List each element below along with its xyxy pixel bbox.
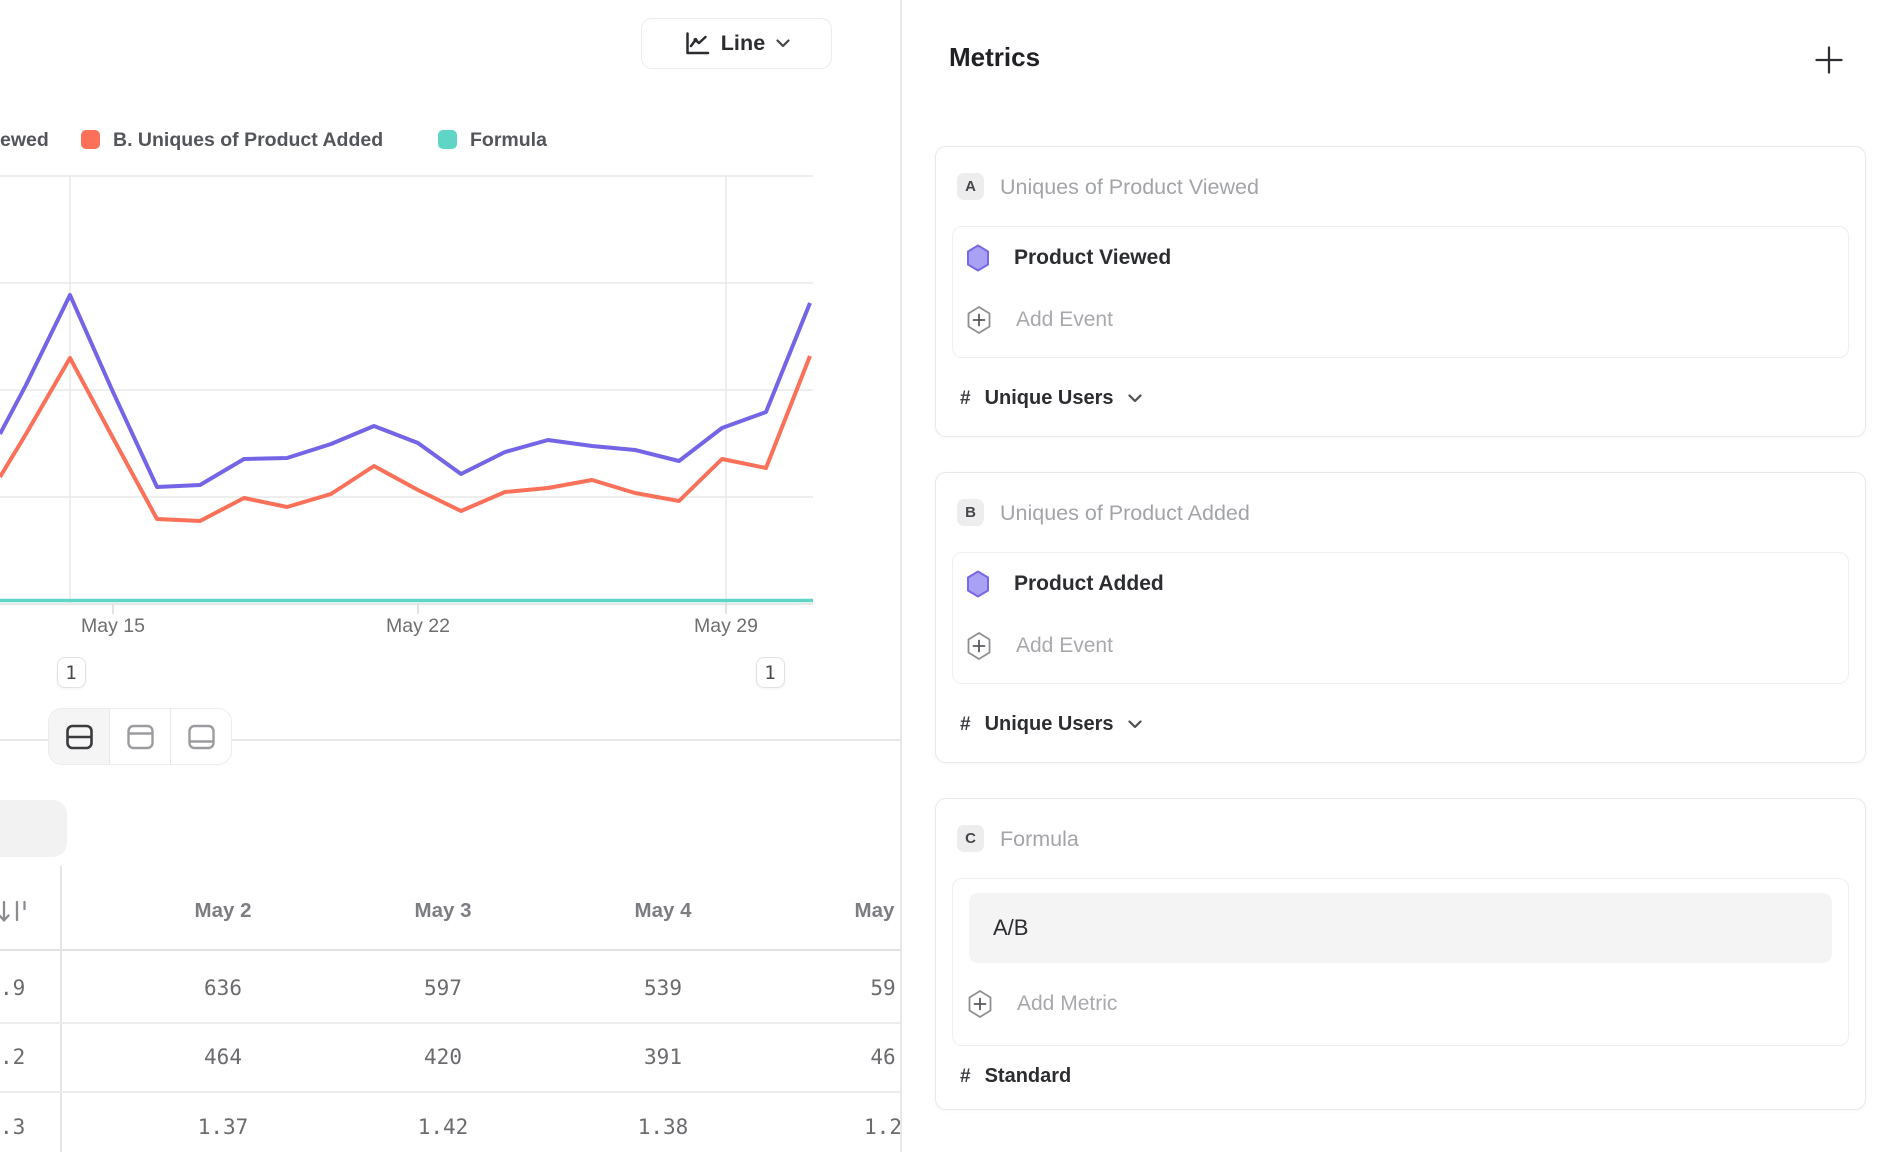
- chevron-down-icon: [1127, 394, 1142, 403]
- hash-icon: #: [960, 1065, 971, 1087]
- event-group: Product Added Add Event: [952, 552, 1849, 684]
- x-axis-tick-label: May 29: [694, 615, 758, 637]
- event-hexagon-icon: [967, 570, 989, 598]
- line-chart-icon: [685, 32, 709, 55]
- event-row-product-added[interactable]: Product Added: [966, 570, 1164, 598]
- legend-swatch-b: [81, 130, 100, 149]
- metric-badge-c: C: [957, 825, 984, 852]
- add-event-label: Add Event: [1016, 634, 1113, 657]
- chevron-down-icon: [1127, 720, 1142, 729]
- table-header-border: [0, 949, 900, 951]
- add-metric-button[interactable]: Add Metric: [967, 989, 1117, 1019]
- measure-type[interactable]: # Standard: [960, 1065, 1071, 1088]
- metrics-panel-title: Metrics: [949, 42, 1041, 72]
- layout-toggle-group: [48, 708, 232, 765]
- table-header-may-3[interactable]: May 3: [414, 899, 472, 922]
- panel-divider: [900, 0, 902, 1152]
- annotation-marker[interactable]: 1: [755, 657, 785, 688]
- hash-icon: #: [960, 387, 971, 409]
- table-cell: 597: [424, 976, 462, 1000]
- table-row-border: [0, 1091, 900, 1093]
- line-chart[interactable]: [0, 170, 813, 615]
- metric-badge-b: B: [957, 499, 984, 526]
- measure-label: Unique Users: [984, 387, 1114, 409]
- add-metric-label: Add Metric: [1017, 992, 1118, 1015]
- table-cell: 636: [204, 976, 242, 1000]
- legend-item-formula[interactable]: Formula: [470, 129, 547, 151]
- table-cell: 1.38: [637, 1115, 689, 1139]
- layout-table-bottom-button[interactable]: [170, 709, 231, 764]
- table-cell: 539: [644, 976, 682, 1000]
- add-metric-plus-button[interactable]: [1813, 44, 1845, 76]
- sort-descending-icon[interactable]: [0, 897, 30, 927]
- split-view-icon: [65, 724, 93, 749]
- table-bottom-icon: [187, 724, 215, 749]
- add-event-button[interactable]: Add Event: [966, 305, 1113, 335]
- measure-dropdown[interactable]: # Unique Users: [960, 387, 1142, 410]
- measure-dropdown[interactable]: # Unique Users: [960, 713, 1142, 736]
- annotation-marker[interactable]: 1: [56, 657, 86, 688]
- table-header-may-2[interactable]: May 2: [194, 899, 252, 922]
- metric-title: Uniques of Product Added: [1000, 501, 1250, 525]
- formula-group: A/B Add Metric: [952, 878, 1849, 1046]
- chart-type-label: Line: [720, 31, 766, 55]
- measure-label: Unique Users: [984, 713, 1114, 735]
- add-event-hexagon-plus-icon: [967, 306, 991, 334]
- hash-icon: #: [960, 713, 971, 735]
- formula-input[interactable]: A/B: [969, 893, 1832, 963]
- event-name: Product Viewed: [1014, 246, 1172, 269]
- add-metric-hexagon-plus-icon: [968, 990, 992, 1018]
- table-cell: 464: [204, 1045, 242, 1069]
- table-cell: 420: [424, 1045, 462, 1069]
- add-event-button[interactable]: Add Event: [966, 631, 1113, 661]
- event-row-product-viewed[interactable]: Product Viewed: [966, 244, 1171, 272]
- table-column-separator: [60, 866, 62, 1152]
- section-divider: [0, 739, 900, 741]
- table-cell: 1.37: [197, 1115, 249, 1139]
- measure-label: Standard: [984, 1065, 1072, 1087]
- series-line[interactable]: [0, 293, 812, 489]
- table-cell: 391: [644, 1045, 682, 1069]
- table-header-may-5[interactable]: May 5: [854, 899, 901, 922]
- add-event-hexagon-plus-icon: [967, 632, 991, 660]
- table-cell: 59: [870, 976, 896, 1000]
- legend-item-b[interactable]: B. Uniques of Product Added: [113, 129, 384, 151]
- metric-title: Uniques of Product Viewed: [1000, 175, 1259, 199]
- x-axis-tick-label: May 15: [81, 615, 145, 637]
- metric-card-c-formula: C Formula A/B Add Metric # Standard: [935, 798, 1866, 1110]
- table-cell: 1.42: [417, 1115, 469, 1139]
- metric-title: Formula: [1000, 827, 1079, 851]
- table-left-fragment: .2: [0, 1045, 26, 1069]
- metric-card-a: A Uniques of Product Viewed Product View…: [935, 146, 1866, 437]
- metric-card-b: B Uniques of Product Added Product Added…: [935, 472, 1866, 763]
- table-cell: 46: [870, 1045, 896, 1069]
- event-name: Product Added: [1014, 572, 1164, 595]
- table-left-fragment: .9: [0, 976, 26, 1000]
- legend-swatch-formula: [438, 130, 457, 149]
- layout-split-view-button[interactable]: [49, 709, 109, 764]
- table-left-fragment: .3: [0, 1115, 26, 1139]
- x-axis-tick-label: May 22: [386, 615, 450, 637]
- event-hexagon-icon: [967, 244, 989, 272]
- table-cell: 1.2: [864, 1115, 900, 1139]
- formula-value: A/B: [993, 915, 1029, 940]
- chart-type-dropdown[interactable]: Line: [641, 18, 832, 69]
- legend-item-a-truncated[interactable]: ewed: [0, 129, 49, 151]
- series-line[interactable]: [0, 355, 812, 523]
- table-corner-tab[interactable]: [0, 800, 67, 857]
- event-group: Product Viewed Add Event: [952, 226, 1849, 358]
- add-event-label: Add Event: [1016, 308, 1113, 331]
- table-row-border: [0, 1022, 900, 1024]
- layout-table-top-button[interactable]: [109, 709, 170, 764]
- chart-and-table-pane: Line ewed B. Uniques of Product Added Fo…: [0, 0, 900, 1152]
- chevron-down-icon: [776, 39, 790, 48]
- metric-badge-a: A: [957, 173, 984, 200]
- table-header-may-4[interactable]: May 4: [634, 899, 692, 922]
- table-top-icon: [126, 724, 154, 749]
